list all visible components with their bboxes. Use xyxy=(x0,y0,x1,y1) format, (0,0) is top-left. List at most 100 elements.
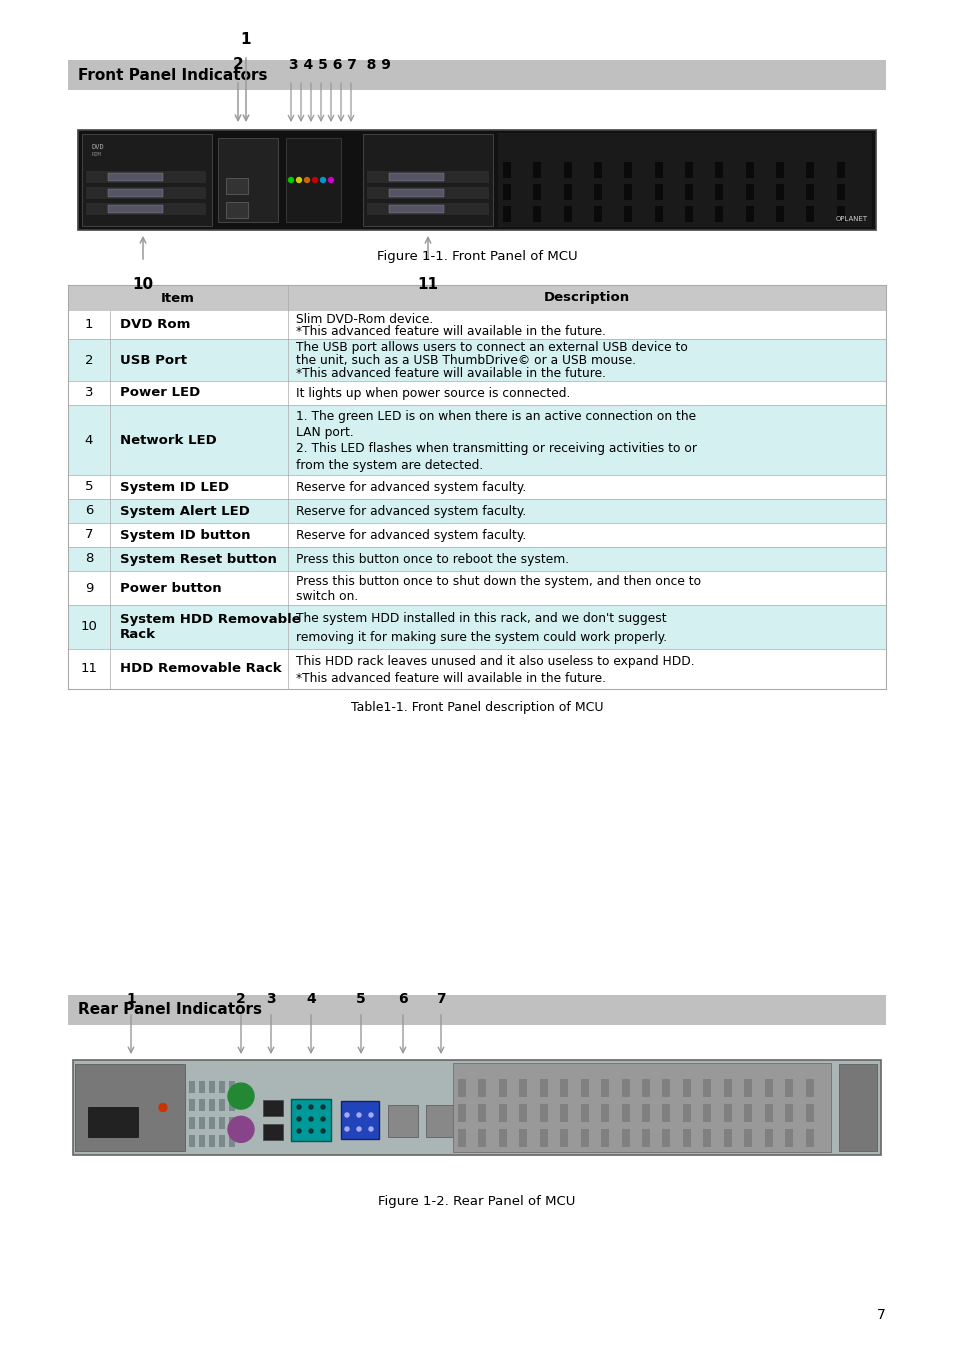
Circle shape xyxy=(304,177,309,182)
Text: Reserve for advanced system faculty.: Reserve for advanced system faculty. xyxy=(295,505,526,517)
FancyBboxPatch shape xyxy=(68,59,885,90)
FancyBboxPatch shape xyxy=(363,134,493,225)
FancyBboxPatch shape xyxy=(805,162,814,178)
FancyBboxPatch shape xyxy=(764,1079,772,1098)
FancyBboxPatch shape xyxy=(764,1104,772,1122)
FancyBboxPatch shape xyxy=(286,138,340,221)
Text: from the system are detected.: from the system are detected. xyxy=(295,459,483,471)
FancyBboxPatch shape xyxy=(715,207,722,221)
Text: Network LED: Network LED xyxy=(120,433,216,447)
FancyBboxPatch shape xyxy=(784,1079,792,1098)
FancyBboxPatch shape xyxy=(594,162,601,178)
FancyBboxPatch shape xyxy=(229,1081,234,1094)
FancyBboxPatch shape xyxy=(684,184,692,200)
Circle shape xyxy=(309,1116,313,1120)
Text: *This advanced feature will available in the future.: *This advanced feature will available in… xyxy=(295,672,605,684)
FancyBboxPatch shape xyxy=(73,1060,880,1156)
FancyBboxPatch shape xyxy=(684,162,692,178)
FancyBboxPatch shape xyxy=(682,1104,690,1122)
FancyBboxPatch shape xyxy=(426,1106,456,1137)
Text: 7: 7 xyxy=(436,992,445,1006)
FancyBboxPatch shape xyxy=(600,1079,608,1098)
FancyBboxPatch shape xyxy=(457,1104,465,1122)
Text: 2: 2 xyxy=(233,57,243,72)
FancyBboxPatch shape xyxy=(82,134,212,225)
Circle shape xyxy=(356,1112,360,1116)
Circle shape xyxy=(320,177,325,182)
Text: 1. The green LED is on when there is an active connection on the: 1. The green LED is on when there is an … xyxy=(295,410,696,423)
FancyBboxPatch shape xyxy=(715,162,722,178)
FancyBboxPatch shape xyxy=(661,1129,670,1148)
FancyBboxPatch shape xyxy=(836,184,843,200)
FancyBboxPatch shape xyxy=(502,207,511,221)
FancyBboxPatch shape xyxy=(684,207,692,221)
FancyBboxPatch shape xyxy=(209,1116,214,1129)
Circle shape xyxy=(328,177,334,182)
Text: Front Panel Indicators: Front Panel Indicators xyxy=(78,68,267,82)
FancyBboxPatch shape xyxy=(199,1116,205,1129)
FancyBboxPatch shape xyxy=(743,1079,751,1098)
FancyBboxPatch shape xyxy=(219,1116,225,1129)
FancyBboxPatch shape xyxy=(784,1129,792,1148)
FancyBboxPatch shape xyxy=(367,202,489,215)
Text: 10: 10 xyxy=(132,277,153,292)
Text: Slim DVD-Rom device.: Slim DVD-Rom device. xyxy=(295,313,433,325)
FancyBboxPatch shape xyxy=(764,1129,772,1148)
Text: 11: 11 xyxy=(417,277,438,292)
Text: It lights up when power source is connected.: It lights up when power source is connec… xyxy=(295,386,570,400)
FancyBboxPatch shape xyxy=(702,1104,711,1122)
FancyBboxPatch shape xyxy=(229,1116,234,1129)
FancyBboxPatch shape xyxy=(108,205,163,213)
Text: System Reset button: System Reset button xyxy=(120,552,276,566)
FancyBboxPatch shape xyxy=(478,1104,486,1122)
FancyBboxPatch shape xyxy=(804,1104,813,1122)
FancyBboxPatch shape xyxy=(594,207,601,221)
FancyBboxPatch shape xyxy=(219,1099,225,1111)
Text: Reserve for advanced system faculty.: Reserve for advanced system faculty. xyxy=(295,528,526,541)
Text: Press this button once to reboot the system.: Press this button once to reboot the sys… xyxy=(295,552,569,566)
FancyBboxPatch shape xyxy=(189,1099,194,1111)
FancyBboxPatch shape xyxy=(226,178,248,194)
FancyBboxPatch shape xyxy=(86,188,206,198)
Circle shape xyxy=(228,1083,253,1110)
Circle shape xyxy=(309,1129,313,1133)
FancyBboxPatch shape xyxy=(219,1081,225,1094)
FancyBboxPatch shape xyxy=(367,188,489,198)
FancyBboxPatch shape xyxy=(219,1135,225,1148)
FancyBboxPatch shape xyxy=(702,1129,711,1148)
Text: System Alert LED: System Alert LED xyxy=(120,505,250,517)
FancyBboxPatch shape xyxy=(682,1129,690,1148)
FancyBboxPatch shape xyxy=(563,207,571,221)
Text: 6: 6 xyxy=(397,992,407,1006)
Text: 5: 5 xyxy=(355,992,366,1006)
Text: 1: 1 xyxy=(126,992,135,1006)
FancyBboxPatch shape xyxy=(68,285,885,310)
FancyBboxPatch shape xyxy=(68,605,885,649)
FancyBboxPatch shape xyxy=(563,184,571,200)
FancyBboxPatch shape xyxy=(478,1079,486,1098)
FancyBboxPatch shape xyxy=(563,162,571,178)
FancyBboxPatch shape xyxy=(75,1064,185,1152)
FancyBboxPatch shape xyxy=(478,1129,486,1148)
FancyBboxPatch shape xyxy=(229,1099,234,1111)
FancyBboxPatch shape xyxy=(539,1104,547,1122)
Text: The USB port allows users to connect an external USB device to: The USB port allows users to connect an … xyxy=(295,342,687,355)
FancyBboxPatch shape xyxy=(518,1104,527,1122)
FancyBboxPatch shape xyxy=(68,571,885,605)
FancyBboxPatch shape xyxy=(715,184,722,200)
FancyBboxPatch shape xyxy=(804,1079,813,1098)
Text: Power LED: Power LED xyxy=(120,386,200,400)
FancyBboxPatch shape xyxy=(775,207,783,221)
Circle shape xyxy=(296,1116,301,1120)
Text: Power button: Power button xyxy=(120,582,221,594)
FancyBboxPatch shape xyxy=(389,173,443,181)
Text: OPLANET: OPLANET xyxy=(835,216,867,221)
Circle shape xyxy=(313,177,317,182)
FancyBboxPatch shape xyxy=(745,162,753,178)
FancyBboxPatch shape xyxy=(86,202,206,215)
FancyBboxPatch shape xyxy=(502,162,511,178)
Text: 2: 2 xyxy=(236,992,246,1006)
FancyBboxPatch shape xyxy=(784,1104,792,1122)
FancyBboxPatch shape xyxy=(621,1129,629,1148)
Text: HDD Removable Rack: HDD Removable Rack xyxy=(120,663,281,675)
